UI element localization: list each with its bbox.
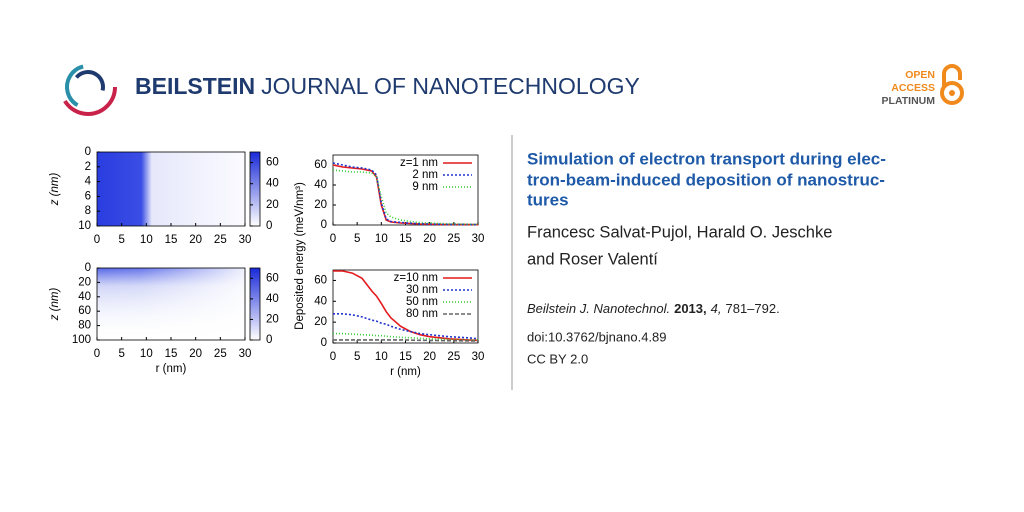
legend-label: 30 nm: [406, 284, 438, 296]
colorbar-tick-label: 60: [266, 272, 279, 284]
y-tick-label: 60: [314, 159, 327, 171]
x-tick-label: 5: [118, 348, 124, 360]
license: CC BY 2.0: [527, 351, 588, 366]
x-tick-label: 5: [354, 233, 360, 245]
doi: doi:10.3762/bjnano.4.89: [527, 329, 667, 344]
x-tick-label: 20: [423, 233, 436, 245]
colorbar-tick-label: 20: [266, 313, 279, 325]
colorbar: [249, 267, 261, 341]
legend-label: z=10 nm: [394, 272, 438, 284]
x-tick-label: 10: [375, 351, 388, 363]
y-tick-label: 6: [85, 190, 91, 202]
y-tick-label: 20: [314, 199, 327, 211]
x-tick-label: 25: [214, 348, 227, 360]
x-tick-label: 30: [472, 233, 485, 245]
heatmap: [97, 152, 245, 226]
x-tick-label: 0: [330, 351, 336, 363]
badge-line: OPEN: [905, 69, 935, 81]
colorbar-tick-label: 40: [266, 293, 279, 305]
x-tick-label: 10: [140, 348, 153, 360]
x-tick-label: 5: [354, 351, 360, 363]
y-tick-label: 20: [314, 316, 327, 328]
x-tick-label: 10: [140, 234, 153, 246]
y-tick-label: 4: [85, 176, 92, 188]
x-tick-label: 5: [118, 234, 124, 246]
title-line: Simulation of electron transport during …: [527, 149, 886, 168]
y-axis-label: z (nm): [49, 288, 61, 322]
x-tick-label: 15: [165, 234, 178, 246]
logo: [59, 58, 117, 116]
y-tick-label: 20: [78, 276, 91, 288]
colorbar-tick-label: 0: [266, 220, 272, 232]
colorbar: [249, 151, 261, 227]
x-tick-label: 10: [375, 233, 388, 245]
line-series: [333, 313, 479, 340]
y-tick-label: 60: [314, 274, 327, 286]
line-series: [333, 270, 479, 342]
x-axis-label: r (nm): [156, 363, 187, 375]
y-axis-label: Deposited energy (meV/nm³): [294, 182, 306, 330]
legend-label: 80 nm: [406, 308, 438, 320]
y-tick-label: 100: [72, 334, 91, 346]
y-tick-label: 0: [85, 262, 91, 274]
x-tick-label: 30: [472, 351, 485, 363]
x-axis-label: r (nm): [390, 366, 421, 378]
colorbar-tick-label: 40: [266, 178, 279, 190]
x-tick-label: 25: [447, 351, 460, 363]
legend-label: 9 nm: [412, 181, 438, 193]
y-tick-label: 0: [85, 146, 91, 158]
x-tick-label: 0: [94, 348, 100, 360]
y-tick-label: 60: [78, 305, 91, 317]
y-axis-label: z (nm): [49, 173, 61, 207]
x-tick-label: 25: [447, 233, 460, 245]
legend-label: 50 nm: [406, 296, 438, 308]
colorbar-tick-label: 20: [266, 199, 279, 211]
y-tick-label: 0: [321, 337, 327, 349]
badge-line: PLATINUM: [882, 95, 936, 107]
y-tick-label: 80: [78, 320, 91, 332]
x-tick-label: 20: [189, 234, 202, 246]
x-tick-label: 15: [399, 233, 412, 245]
legend-label: z=1 nm: [400, 157, 438, 169]
authors: Francesc Salvat-Pujol, Harald O. Jeschke: [527, 223, 832, 241]
x-tick-label: 20: [423, 351, 436, 363]
colorbar-tick-label: 0: [266, 334, 272, 346]
y-tick-label: 10: [78, 220, 91, 232]
x-tick-label: 0: [330, 233, 336, 245]
line-series: [333, 332, 478, 341]
y-tick-label: 40: [314, 295, 327, 307]
x-tick-label: 20: [189, 348, 202, 360]
x-tick-label: 30: [239, 234, 252, 246]
y-tick-label: 40: [78, 291, 91, 303]
line-series: [332, 169, 479, 226]
title-line: tures: [527, 190, 569, 209]
heatmap-fade: [97, 268, 245, 340]
x-tick-label: 25: [214, 234, 227, 246]
x-tick-label: 15: [165, 348, 178, 360]
lock-icon: [940, 64, 964, 105]
authors: and Roser Valentí: [527, 250, 658, 268]
citation: Beilstein J. Nanotechnol. 2013, 4, 781–792.: [527, 301, 780, 316]
y-tick-label: 0: [321, 219, 327, 231]
title-line: tron-beam-induced deposition of nanostru…: [527, 170, 885, 189]
x-tick-label: 30: [239, 348, 252, 360]
x-tick-label: 15: [399, 351, 412, 363]
y-tick-label: 2: [85, 161, 91, 173]
x-tick-label: 0: [94, 234, 100, 246]
line-series: [332, 162, 479, 226]
y-tick-label: 8: [85, 205, 91, 217]
line-series: [333, 339, 478, 342]
colorbar-tick-label: 60: [266, 157, 279, 169]
legend-label: 2 nm: [412, 169, 438, 181]
line-series: [332, 164, 479, 226]
y-tick-label: 40: [314, 179, 327, 191]
brand: BEILSTEIN JOURNAL OF NANOTECHNOLOGY: [135, 73, 640, 99]
badge-line: ACCESS: [891, 82, 935, 94]
